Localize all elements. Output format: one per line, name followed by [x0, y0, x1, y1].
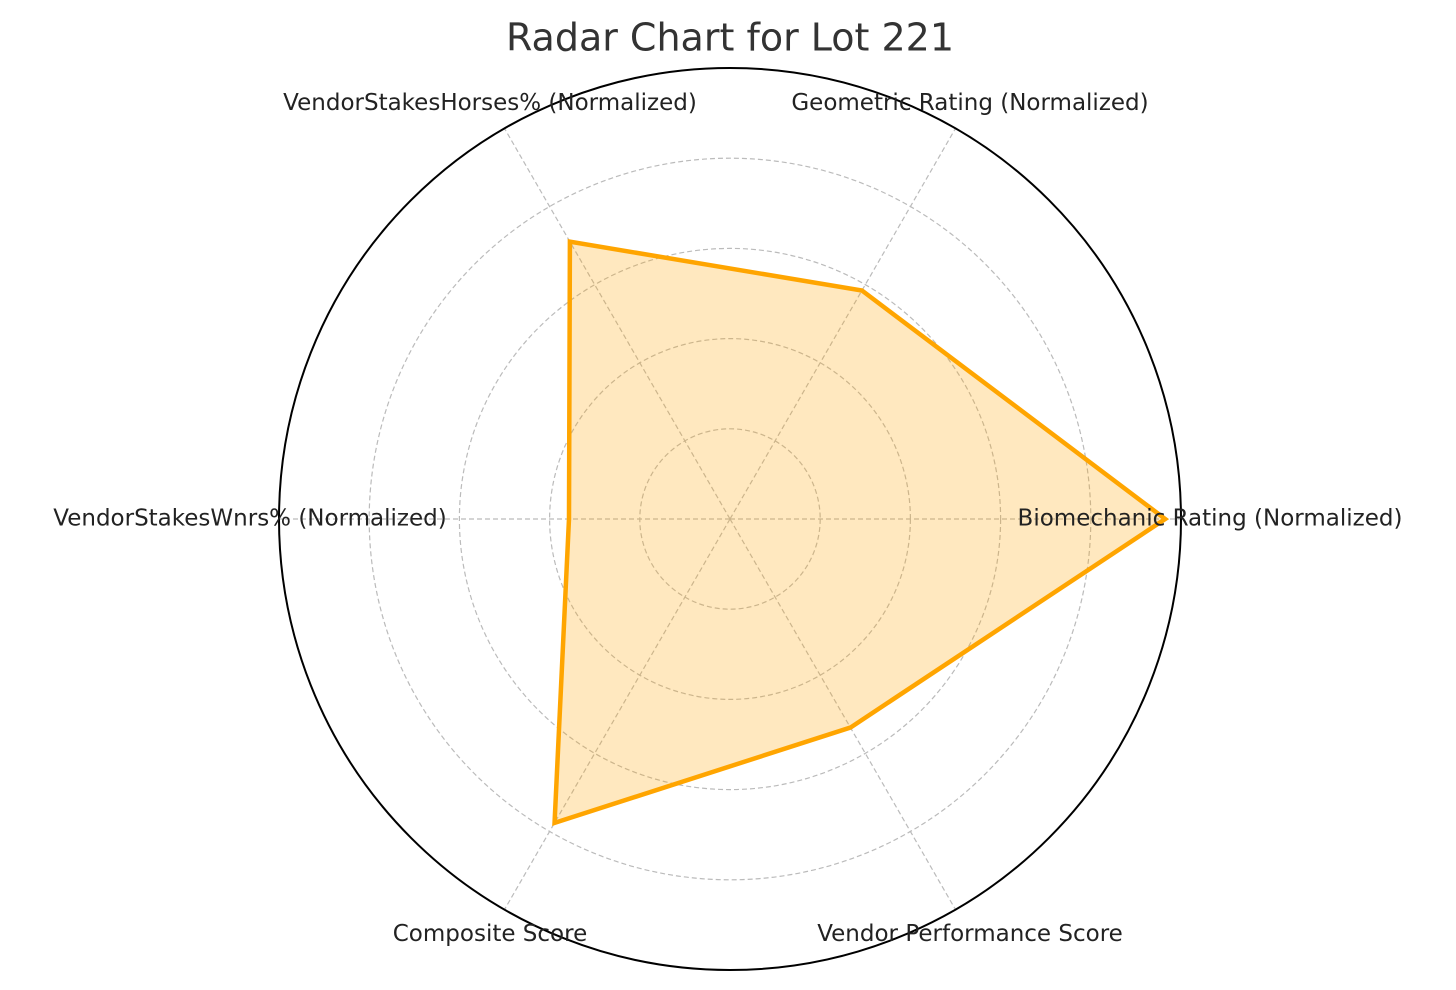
- grid-circle: [458, 247, 1002, 791]
- outer-frame: [278, 67, 1182, 971]
- axis-label: VendorStakesHorses% (Normalized): [283, 90, 697, 116]
- chart-title: Radar Chart for Lot 221: [506, 16, 954, 60]
- axis-label: Geometric Rating (Normalized): [791, 90, 1148, 116]
- spoke: [729, 128, 957, 520]
- axis-label: Biomechanic Rating (Normalized): [1018, 506, 1403, 532]
- spoke: [729, 518, 957, 910]
- spoke: [503, 518, 731, 910]
- radar-area: [552, 239, 1170, 827]
- axis-label: Composite Score: [393, 921, 587, 947]
- spoke: [503, 128, 731, 520]
- axis-label: VendorStakesWnrs% (Normalized): [53, 506, 446, 532]
- axis-label: Vendor Performance Score: [817, 921, 1123, 947]
